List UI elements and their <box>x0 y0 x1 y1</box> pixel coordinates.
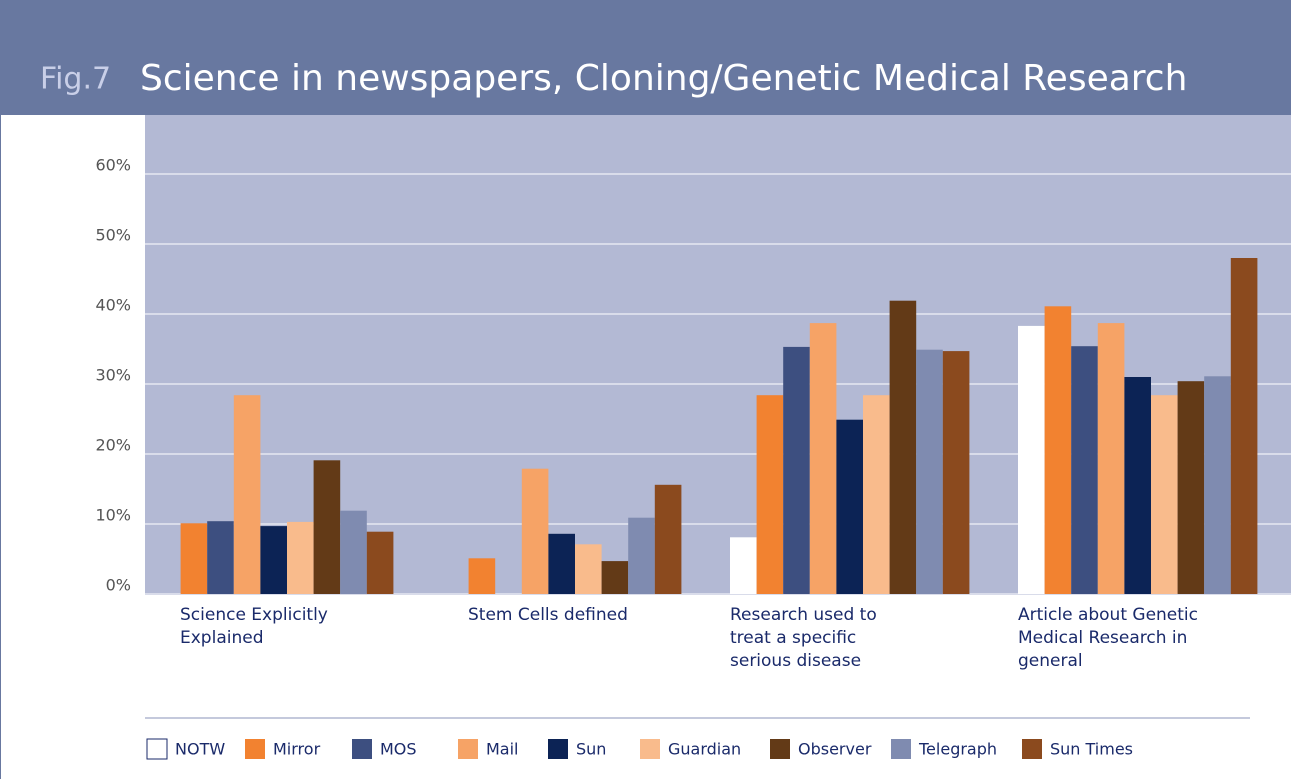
chart-title: Science in newspapers, Cloning/Genetic M… <box>140 58 1187 99</box>
bar <box>730 537 757 594</box>
legend-label: NOTW <box>175 740 225 759</box>
bar <box>521 468 549 594</box>
bar <box>1230 258 1258 594</box>
legend-label: Telegraph <box>918 740 997 759</box>
bar <box>863 395 890 594</box>
y-tick-label: 20% <box>95 436 131 455</box>
bar <box>809 323 837 594</box>
bar <box>1204 376 1231 594</box>
bar <box>1044 306 1072 594</box>
x-tick-label: Science Explicitly Explained <box>180 605 328 648</box>
bar <box>1124 377 1151 594</box>
bar <box>366 531 394 594</box>
legend-swatch <box>891 739 911 759</box>
bar <box>1097 323 1125 594</box>
bar <box>1177 381 1205 594</box>
header-band <box>0 0 1291 115</box>
legend-swatch <box>640 739 660 759</box>
y-tick-label: 40% <box>95 296 131 315</box>
legend-label: MOS <box>380 740 417 759</box>
figure-number: Fig.7 <box>40 62 111 97</box>
x-tick-label: Research used to treat a specific seriou… <box>730 605 877 671</box>
bar <box>916 349 943 594</box>
legend-swatch <box>146 738 168 760</box>
bar <box>575 544 602 594</box>
bar <box>889 300 917 594</box>
x-tick-label: Stem Cells defined <box>468 605 628 625</box>
bar <box>942 351 970 594</box>
bar <box>340 510 367 594</box>
bar <box>836 419 863 594</box>
y-tick-label: 60% <box>95 156 131 175</box>
bar <box>548 533 575 594</box>
bar <box>601 561 629 594</box>
y-tick-label: 0% <box>106 576 131 595</box>
bar <box>783 346 810 594</box>
legend-label: Guardian <box>668 740 741 759</box>
bar <box>468 558 496 594</box>
bar <box>180 523 208 594</box>
bar <box>313 460 341 594</box>
legend-label: Sun <box>576 740 606 759</box>
legend-swatch <box>245 739 265 759</box>
legend-swatch <box>458 739 478 759</box>
legend-swatch <box>352 739 372 759</box>
legend-label: Mail <box>486 740 519 759</box>
bar <box>233 395 261 594</box>
bar <box>1151 395 1178 594</box>
bar <box>628 517 655 594</box>
bar <box>654 484 682 594</box>
bar <box>1071 346 1098 594</box>
y-tick-label: 50% <box>95 226 131 245</box>
bar <box>287 521 314 594</box>
legend-label: Sun Times <box>1050 740 1133 759</box>
x-tick-label: Article about Genetic Medical Research i… <box>1018 605 1198 671</box>
legend-label: Mirror <box>273 740 321 759</box>
legend-swatch <box>548 739 568 759</box>
legend-label: Observer <box>798 740 872 759</box>
legend-swatch <box>1022 739 1042 759</box>
bar <box>756 395 784 594</box>
bar <box>260 526 287 594</box>
y-tick-label: 30% <box>95 366 131 385</box>
legend-swatch <box>770 739 790 759</box>
bar <box>1018 325 1045 594</box>
bar <box>207 521 234 594</box>
y-tick-label: 10% <box>95 506 131 525</box>
